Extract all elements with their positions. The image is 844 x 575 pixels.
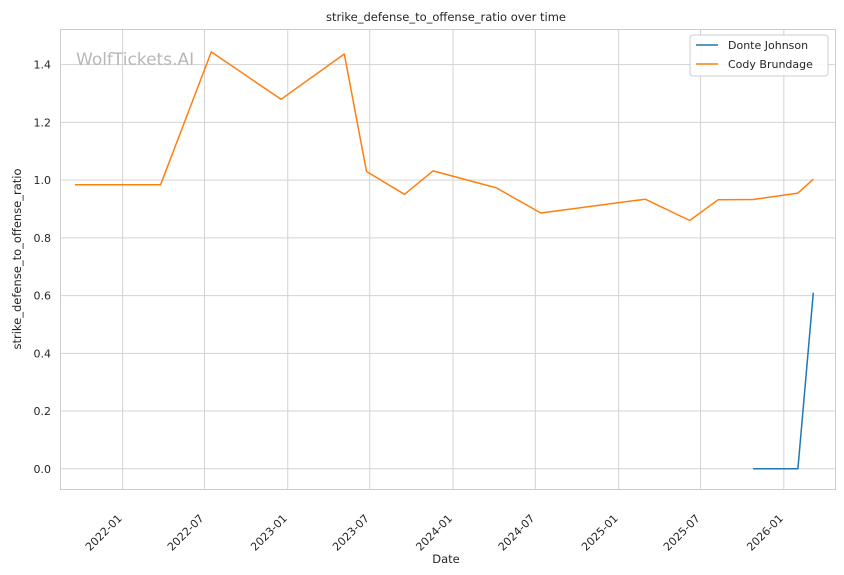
watermark-text: WolfTickets.AI: [76, 50, 194, 70]
y-tick-labels: 0.0 0.2 0.4 0.6 0.8 1.0 1.2 1.4: [34, 59, 52, 476]
y-tick-label: 0.0: [34, 463, 52, 476]
legend: Donte Johnson Cody Brundage: [689, 34, 829, 77]
series-line-cody-brundage: [75, 51, 814, 222]
series-line-donte-johnson: [753, 292, 815, 470]
x-tick-label: 2024-07: [496, 512, 538, 554]
watermark-layer: WolfTickets.AI: [76, 50, 194, 70]
y-tick-label: 0.2: [34, 405, 52, 418]
y-tick-label: 1.0: [34, 174, 52, 187]
legend-label-donte-johnson: Donte Johnson: [728, 39, 808, 52]
x-tick-label: 2025-01: [579, 512, 621, 554]
y-tick-label: 0.8: [34, 232, 52, 245]
chart-title: strike_defense_to_offense_ratio over tim…: [326, 10, 566, 24]
y-tick-label: 0.6: [34, 290, 52, 303]
y-tick-label: 1.2: [34, 116, 52, 129]
y-axis-title: strike_defense_to_offense_ratio: [10, 168, 24, 349]
x-axis-title: Date: [432, 552, 460, 566]
legend-box: [689, 34, 829, 77]
x-tick-label: 2022-01: [83, 512, 125, 554]
x-tick-label: 2023-01: [248, 512, 290, 554]
x-tick-label: 2026-01: [744, 512, 786, 554]
legend-label-cody-brundage: Cody Brundage: [728, 58, 813, 71]
x-tick-labels: 2022-01 2022-07 2023-01 2023-07 2024-01 2024-…: [83, 512, 786, 554]
plot-frame: [60, 29, 836, 490]
x-tick-label: 2025-07: [661, 512, 703, 554]
series-layer: [75, 51, 815, 470]
y-tick-label: 1.4: [34, 59, 52, 72]
x-tick-label: 2022-07: [165, 512, 207, 554]
x-tick-label: 2023-07: [330, 512, 372, 554]
grid: [61, 30, 835, 489]
x-tick-label: 2024-01: [413, 512, 455, 554]
y-tick-label: 0.4: [34, 347, 52, 360]
